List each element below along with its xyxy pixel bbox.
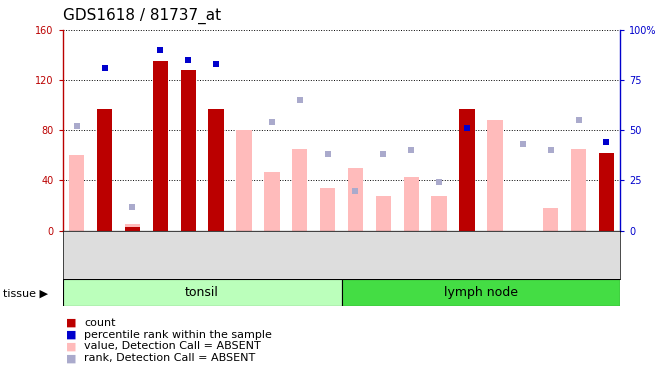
Text: ■: ■ xyxy=(66,342,77,351)
Text: rank, Detection Call = ABSENT: rank, Detection Call = ABSENT xyxy=(84,354,255,363)
Bar xyxy=(236,130,251,231)
Bar xyxy=(432,195,447,231)
Bar xyxy=(487,120,502,231)
Text: tissue ▶: tissue ▶ xyxy=(3,288,48,298)
Text: ■: ■ xyxy=(66,318,77,327)
Bar xyxy=(209,109,224,231)
Bar xyxy=(63,279,342,306)
Bar xyxy=(69,155,84,231)
Text: GDS1618 / 81737_at: GDS1618 / 81737_at xyxy=(63,8,221,24)
Bar xyxy=(125,227,140,231)
Text: percentile rank within the sample: percentile rank within the sample xyxy=(84,330,273,339)
Bar xyxy=(543,208,558,231)
Bar xyxy=(459,109,475,231)
Bar xyxy=(292,149,308,231)
Bar xyxy=(404,177,419,231)
Bar xyxy=(97,109,112,231)
Text: ■: ■ xyxy=(66,354,77,363)
Text: lymph node: lymph node xyxy=(444,286,518,299)
Text: tonsil: tonsil xyxy=(185,286,219,299)
Bar xyxy=(320,188,335,231)
Text: count: count xyxy=(84,318,116,327)
Bar xyxy=(181,70,196,231)
Bar xyxy=(342,279,620,306)
Bar xyxy=(152,62,168,231)
Bar xyxy=(571,149,586,231)
Bar xyxy=(348,168,363,231)
Bar xyxy=(125,224,140,231)
Bar xyxy=(376,195,391,231)
Text: ■: ■ xyxy=(66,330,77,339)
Bar xyxy=(264,172,279,231)
Bar xyxy=(599,153,614,231)
Text: value, Detection Call = ABSENT: value, Detection Call = ABSENT xyxy=(84,342,261,351)
